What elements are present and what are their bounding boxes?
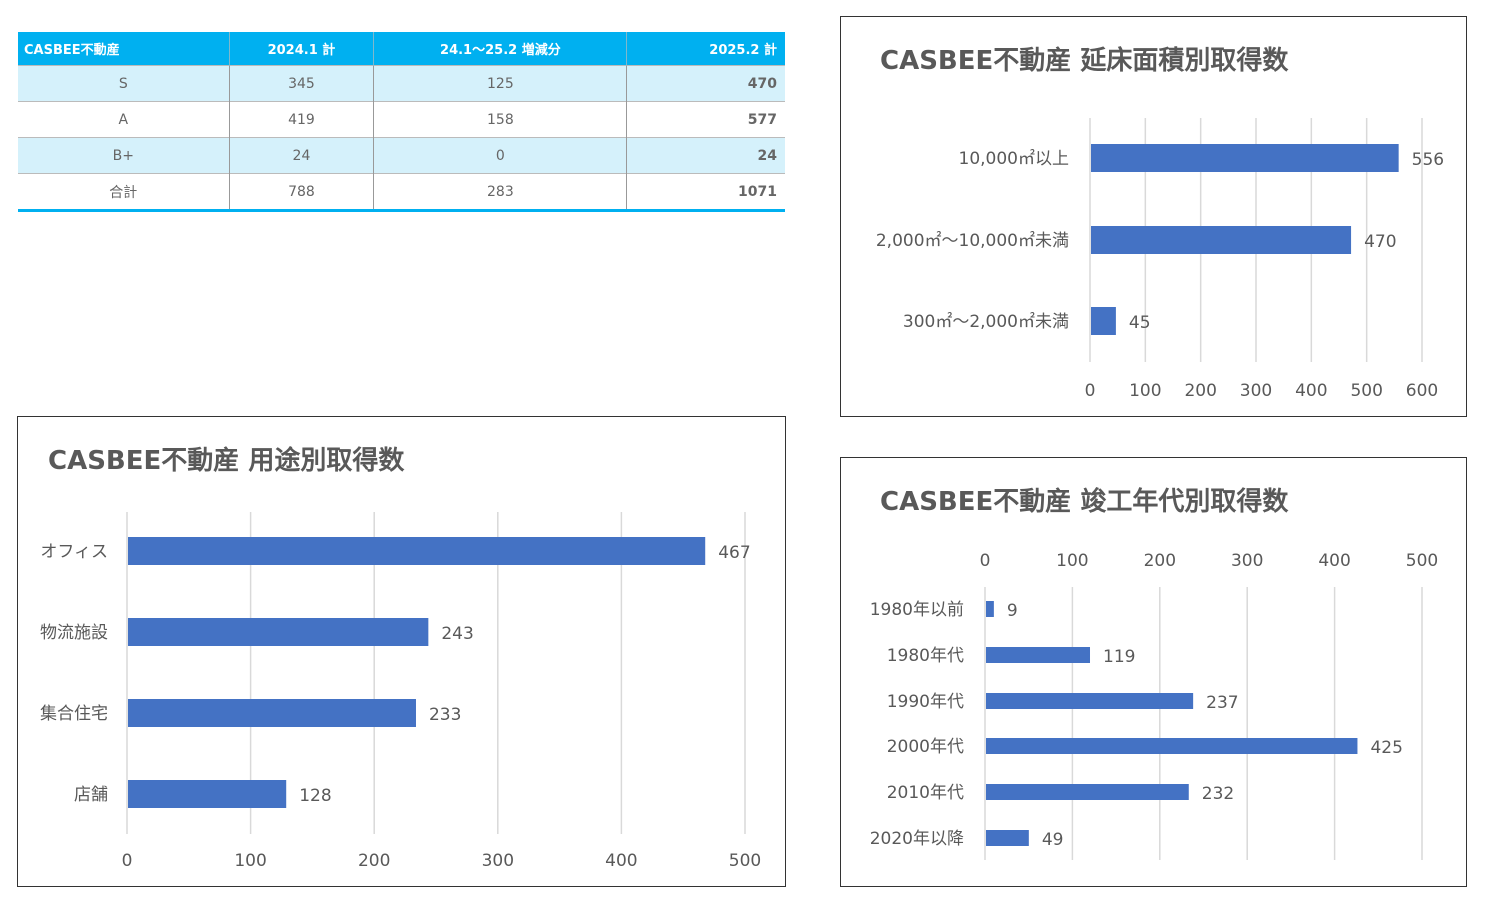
x-tick-label: 400 (1295, 381, 1327, 401)
chart-usage-panel (17, 416, 786, 887)
data-label: 232 (1202, 784, 1234, 804)
table-cell: 24 (626, 137, 785, 174)
table-cell: 125 (373, 65, 627, 102)
category-label: 2000年代 (887, 737, 964, 757)
table-cell: 788 (228, 173, 374, 212)
table-header-row: CASBEE不動産 2024.1 計 24.1～25.2 増減分 2025.2 … (18, 32, 785, 66)
x-tick-label: 200 (358, 851, 390, 871)
category-label: 2,000㎡～10,000㎡未満 (876, 231, 1069, 251)
data-label: 243 (441, 624, 473, 644)
bar (986, 693, 1194, 709)
bar (986, 647, 1091, 663)
category-label: 300㎡～2,000㎡未満 (903, 312, 1069, 332)
category-label: 10,000㎡以上 (959, 149, 1069, 169)
category-label: 2020年以降 (870, 829, 964, 849)
table-row: S 345 125 470 (18, 65, 785, 102)
bar (128, 537, 706, 565)
x-tick-label: 200 (1184, 381, 1216, 401)
table-cell: 158 (373, 101, 627, 138)
table-cell: 合計 (18, 173, 230, 212)
category-label: 2010年代 (887, 783, 964, 803)
x-tick-label: 500 (729, 851, 761, 871)
data-label: 233 (429, 705, 461, 725)
data-label: 467 (718, 543, 750, 563)
table-cell: 470 (626, 65, 785, 102)
x-tick-label: 600 (1406, 381, 1438, 401)
chart-title: CASBEE不動産 延床面積別取得数 (880, 45, 1289, 76)
data-label: 425 (1370, 738, 1402, 758)
bar (986, 601, 994, 617)
bar (986, 784, 1189, 800)
bar (986, 738, 1358, 754)
x-tick-label: 500 (1350, 381, 1382, 401)
table-cell: 1071 (626, 173, 785, 212)
table-cell: 283 (373, 173, 627, 212)
x-tick-label: 100 (234, 851, 266, 871)
category-label: 集合住宅 (40, 704, 108, 724)
category-label: 1980年以前 (870, 600, 964, 620)
x-tick-label: 200 (1144, 551, 1176, 571)
data-label: 556 (1412, 150, 1444, 170)
bar (128, 618, 429, 646)
x-tick-label: 300 (1240, 381, 1272, 401)
header-cell: CASBEE不動産 (18, 32, 230, 66)
data-label: 45 (1129, 313, 1151, 333)
x-tick-label: 300 (482, 851, 514, 871)
x-tick-label: 100 (1056, 551, 1088, 571)
table-row: 合計 788 283 1071 (18, 173, 785, 212)
table-cell: 0 (373, 137, 627, 174)
data-label: 49 (1042, 830, 1064, 850)
bar (986, 830, 1029, 846)
chart-title: CASBEE不動産 用途別取得数 (48, 445, 405, 476)
header-cell: 2024.1 計 (228, 32, 374, 66)
header-cell: 2025.2 計 (626, 32, 785, 66)
table-cell: 419 (228, 101, 374, 138)
x-tick-label: 0 (1085, 381, 1096, 401)
data-label: 119 (1103, 647, 1135, 667)
x-tick-label: 0 (122, 851, 133, 871)
category-label: 物流施設 (40, 623, 108, 643)
category-label: 1990年代 (887, 692, 964, 712)
data-label: 237 (1206, 693, 1238, 713)
data-label: 9 (1007, 601, 1018, 621)
table-cell: S (18, 65, 230, 102)
category-label: オフィス (40, 542, 108, 562)
data-label: 470 (1364, 232, 1396, 252)
bar (1091, 144, 1399, 172)
chart-completion-era-panel (840, 457, 1467, 887)
category-label: 店舗 (74, 785, 108, 805)
x-tick-label: 400 (1318, 551, 1350, 571)
table-cell: 24 (228, 137, 374, 174)
chart-floor-area-panel (840, 16, 1467, 417)
header-cell: 24.1～25.2 増減分 (373, 32, 627, 66)
x-tick-label: 300 (1231, 551, 1263, 571)
casbee-summary-table: CASBEE不動産 2024.1 計 24.1～25.2 増減分 2025.2 … (18, 32, 785, 212)
table-cell: 577 (626, 101, 785, 138)
category-label: 1980年代 (887, 646, 964, 666)
x-tick-label: 0 (980, 551, 991, 571)
table-row: A 419 158 577 (18, 101, 785, 138)
x-tick-label: 100 (1129, 381, 1161, 401)
data-label: 128 (299, 786, 331, 806)
table-row: B+ 24 0 24 (18, 137, 785, 174)
bar (128, 780, 287, 808)
bar (128, 699, 416, 727)
bar (1091, 226, 1352, 254)
bar (1091, 307, 1116, 335)
table-cell: B+ (18, 137, 230, 174)
x-tick-label: 400 (605, 851, 637, 871)
x-tick-label: 500 (1406, 551, 1438, 571)
chart-title: CASBEE不動産 竣工年代別取得数 (880, 486, 1289, 517)
table-cell: 345 (228, 65, 374, 102)
table-cell: A (18, 101, 230, 138)
